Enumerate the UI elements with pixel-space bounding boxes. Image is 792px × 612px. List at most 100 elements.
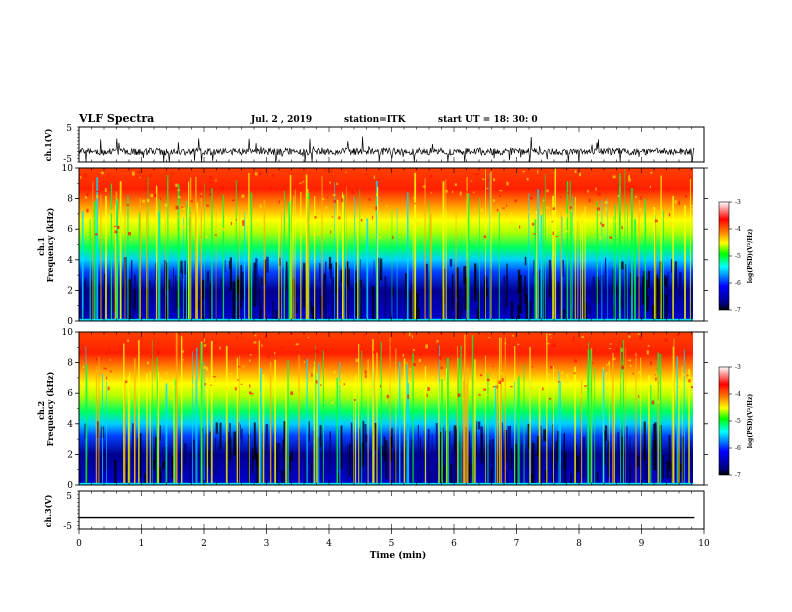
spectrogram-speckle — [206, 367, 209, 372]
spectrogram-speckle — [331, 216, 334, 218]
spectrogram-dark-patch — [537, 436, 540, 457]
spectrogram-speckle — [647, 387, 649, 389]
spectrogram-spike — [580, 380, 583, 485]
spectrogram-spike — [613, 379, 615, 485]
spectrogram-speckle — [414, 202, 417, 205]
spectrogram-dark-patch — [362, 420, 365, 452]
spectrogram-speckle — [530, 386, 533, 391]
spectrogram-spike — [196, 202, 198, 321]
spectrogram-dark-patch — [460, 470, 463, 485]
spectrogram-dark-patch — [570, 473, 572, 485]
spectrogram-spike — [185, 200, 187, 321]
spectrogram-dark-patch — [128, 279, 132, 321]
spectrogram-speckle — [546, 189, 549, 193]
spectrogram-speckle — [241, 220, 245, 223]
spectrogram-speckle — [628, 359, 631, 362]
spectrogram-dark-patch — [489, 440, 492, 458]
spectrogram-spike — [558, 371, 560, 485]
spectrogram-spike — [165, 218, 166, 321]
spectrogram-speckle — [131, 171, 135, 176]
spectrogram-spike — [590, 349, 593, 485]
spectrogram-speckle — [628, 178, 631, 182]
spectrogram-dark-patch — [308, 421, 310, 442]
ytick-label: 4 — [67, 420, 73, 430]
spectrogram-speckle — [416, 222, 419, 226]
spectrogram-dark-patch — [106, 453, 108, 471]
spectrogram-spike — [438, 382, 440, 485]
spectrogram-dark-patch — [364, 424, 367, 453]
spectrogram-spike — [395, 348, 397, 485]
spectrogram-dark-patch — [165, 307, 168, 321]
spectrogram-dark-patch — [514, 457, 517, 485]
spectrogram-dark-patch — [219, 422, 222, 450]
spectrogram-dark-patch — [620, 293, 622, 306]
spectrogram-dark-patch — [665, 278, 667, 288]
spectrogram-speckle — [496, 208, 499, 212]
ytick-label: 0 — [67, 317, 73, 327]
spectrogram-speckle — [485, 188, 489, 190]
spectrogram-speckle — [107, 386, 110, 391]
spectrogram-spike — [552, 365, 554, 485]
spectrogram-spike — [183, 217, 185, 321]
spectrogram-dark-patch — [130, 260, 133, 306]
spectrogram-dark-patch — [179, 276, 181, 309]
spectrogram-spike — [248, 383, 250, 485]
ytick-label: 4 — [67, 256, 73, 266]
spectrogram-dark-patch — [228, 472, 230, 482]
spectrogram-speckle — [526, 177, 529, 181]
x-tick-label: 0 — [76, 539, 82, 549]
spectrogram-spike — [552, 195, 554, 321]
spectrogram-spike — [574, 196, 576, 321]
spectrogram-speckle — [628, 335, 631, 338]
spectrogram-dark-patch — [225, 441, 227, 485]
spectrogram-dark-patch — [645, 296, 649, 312]
spectrogram-spike — [375, 181, 378, 321]
spectrogram-spike — [523, 364, 525, 485]
spectrogram-spike — [189, 207, 191, 321]
start-time-label: start UT = 18: 30: 0 — [438, 115, 538, 125]
spectrogram-speckle — [623, 390, 626, 392]
spectrogram-spike — [336, 199, 339, 321]
spectrogram-dark-patch — [172, 298, 174, 312]
spectrogram-dark-patch — [241, 428, 243, 445]
ytick-label: 0 — [67, 481, 73, 491]
spectrogram-dark-patch — [173, 267, 174, 301]
spectrogram-dark-patch — [349, 443, 351, 477]
spectrogram-speckle — [329, 181, 331, 184]
spectrogram-speckle — [687, 372, 690, 374]
spectrogram-spike — [339, 362, 341, 485]
spectrogram-spike — [560, 211, 562, 321]
spectrogram-speckle — [407, 397, 409, 399]
spectrogram-speckle — [655, 374, 658, 376]
spectrogram-dark-patch — [425, 263, 428, 293]
spectrogram-speckle — [149, 173, 152, 178]
spectrogram-dark-patch — [416, 293, 419, 321]
spectrogram-bottom-strip — [79, 319, 693, 321]
spectrogram-dark-patch — [681, 436, 684, 479]
spectrogram-speckle — [553, 203, 556, 207]
spectrogram-dark-patch — [690, 440, 692, 473]
spectrogram-speckle — [96, 194, 98, 199]
spectrogram-dark-patch — [506, 263, 508, 307]
spectrogram-speckle — [609, 343, 612, 345]
spectrogram-speckle — [191, 384, 194, 388]
spectrogram-dark-patch — [373, 422, 377, 451]
spectrogram-spike — [211, 187, 213, 321]
spectrogram-speckle — [415, 214, 418, 216]
spectrogram-speckle — [209, 193, 212, 196]
ytick-label: 6 — [67, 389, 73, 399]
spectrogram-dark-patch — [346, 445, 349, 485]
spectrogram-dark-patch — [292, 282, 295, 321]
spectrogram-spike — [146, 373, 148, 485]
spectrogram-spike — [625, 348, 627, 485]
spectrogram-dark-patch — [439, 456, 442, 485]
spectrogram-dark-patch — [215, 422, 218, 435]
spectrogram-dark-patch — [538, 269, 541, 285]
spectrogram-speckle — [604, 201, 608, 204]
spectrogram-spike — [81, 211, 84, 321]
spectrogram-dark-patch — [83, 282, 86, 302]
spectrogram-speckle — [372, 350, 375, 354]
spectrogram-speckle — [510, 211, 513, 216]
spectrogram-speckle — [177, 189, 181, 191]
spectrogram-speckle — [316, 210, 320, 212]
